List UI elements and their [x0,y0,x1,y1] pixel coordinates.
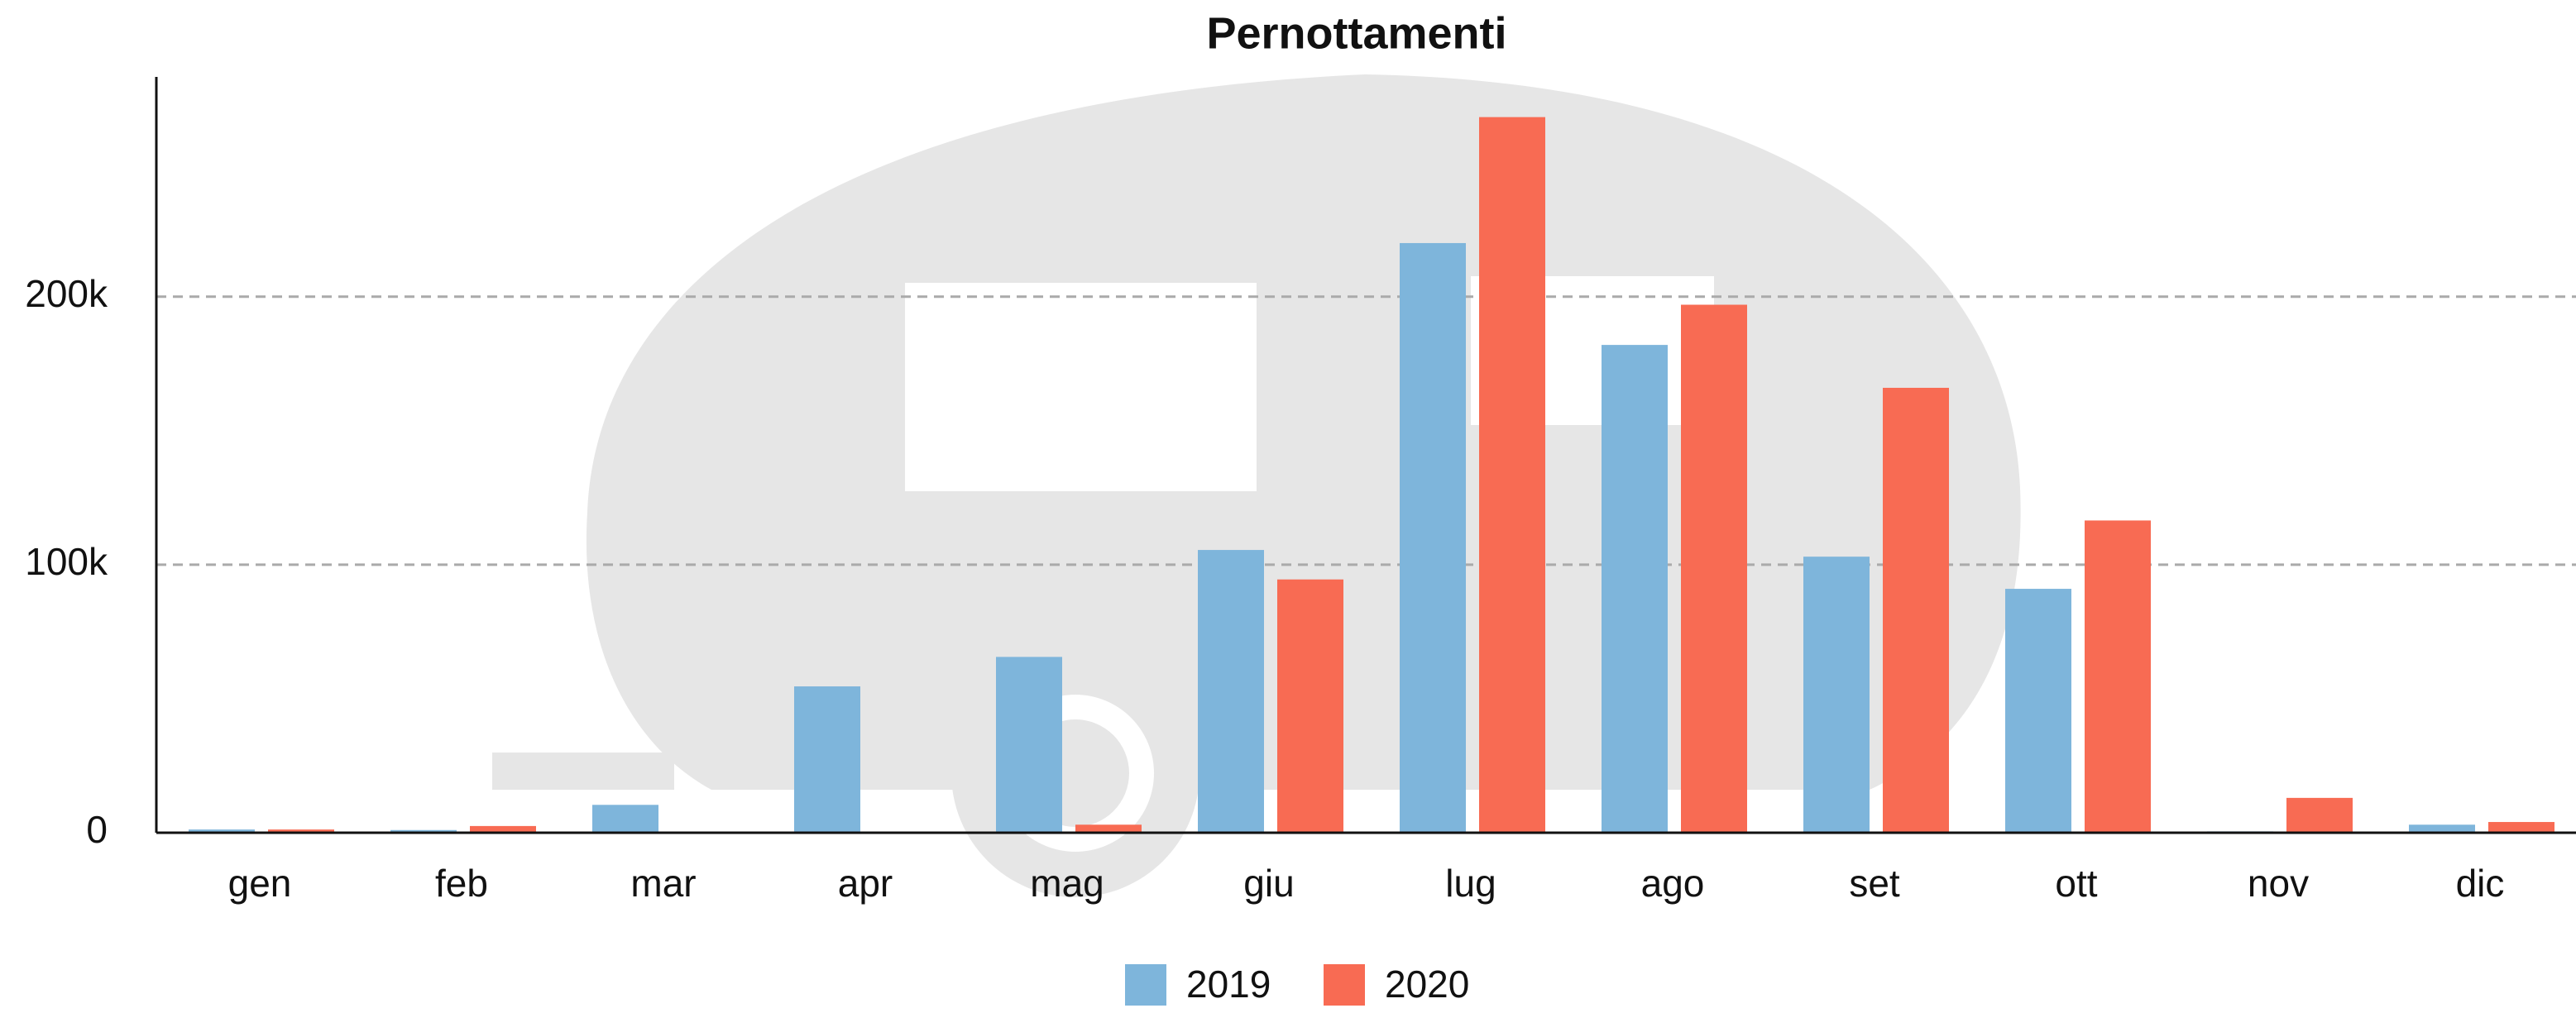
x-tick-label: gen [228,862,292,905]
y-tick-label: 100k [25,540,108,583]
x-tick-label: feb [435,862,488,905]
x-tick-label: set [1849,862,1900,905]
x-tick-label: apr [838,862,893,905]
bar [1400,243,1466,833]
legend: 2019 2020 [1125,963,1469,1006]
bar [1198,550,1264,833]
x-tick-label: mag [1030,862,1104,905]
bar [592,805,658,833]
bar [2488,822,2554,833]
bar [1277,580,1343,833]
chart-title: Pernottamenti [1206,8,1506,58]
bar [1803,557,1870,833]
bar [2085,520,2151,833]
bar [2286,798,2353,833]
y-tick-label: 200k [25,272,108,315]
x-tick-label: mar [630,862,696,905]
bar [1602,345,1668,833]
bar [1883,388,1949,833]
x-tick-label: lug [1445,862,1496,905]
bar [996,657,1062,833]
bar [1681,304,1747,833]
x-tick-label: dic [2456,862,2505,905]
legend-label: 2019 [1186,963,1271,1006]
x-tick-label: giu [1243,862,1294,905]
bar [794,686,860,833]
bar [2005,589,2071,833]
legend-label: 2020 [1385,963,1469,1006]
chart: Pernottamenti 0 100k 200k 2019 2020 gen feb m… [0,0,2576,1009]
legend-swatch [1125,964,1166,1006]
bar [1479,117,1545,833]
x-tick-label: ago [1641,862,1705,905]
x-tick-label: ott [2055,862,2097,905]
y-tick-label: 0 [86,808,108,851]
x-tick-label: nov [2248,862,2309,905]
legend-swatch [1324,964,1365,1006]
